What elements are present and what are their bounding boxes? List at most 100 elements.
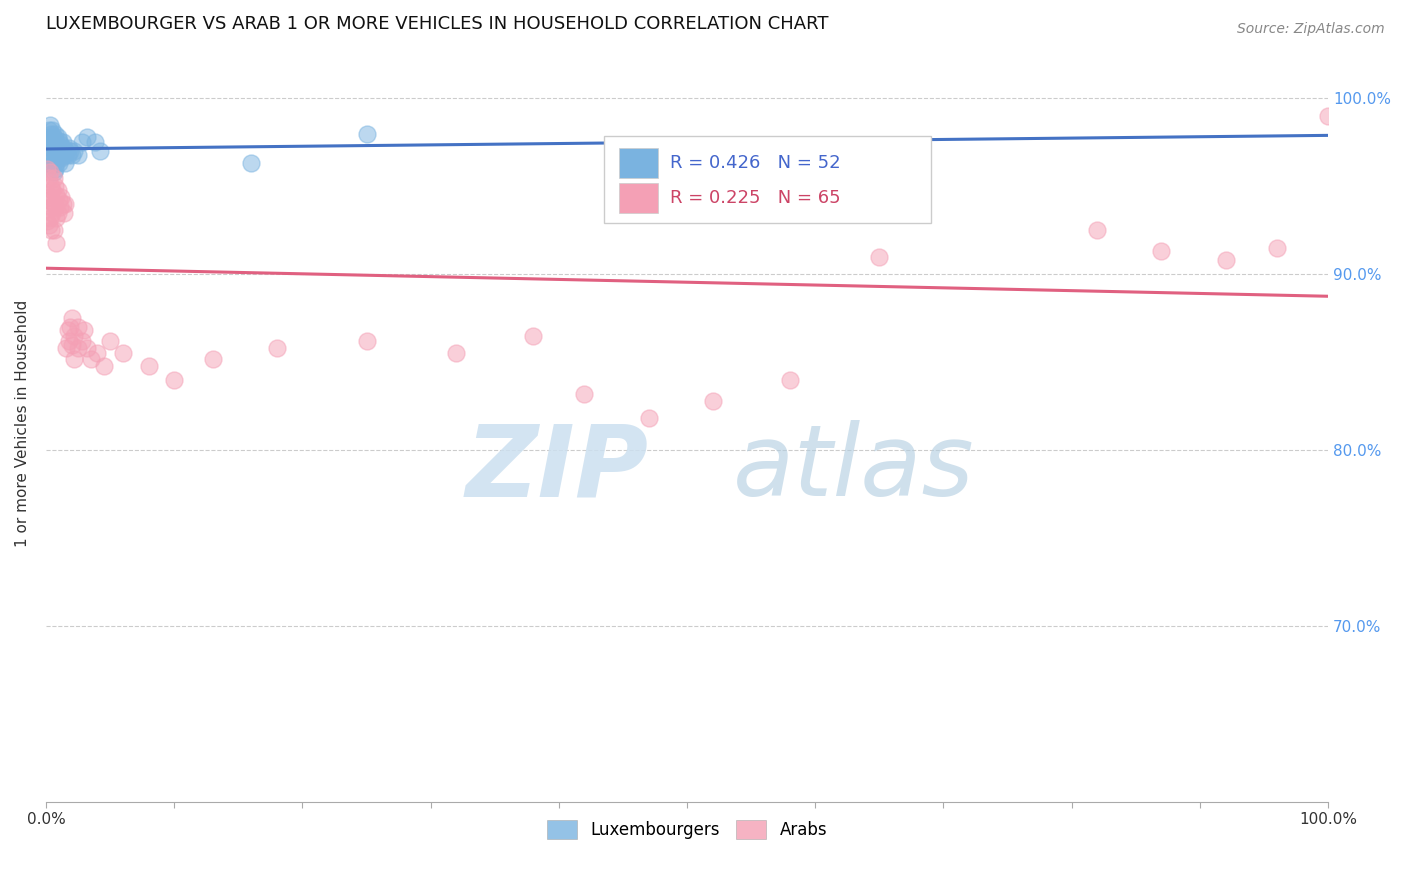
Point [45, 144, 67, 158]
Point [51, 151, 73, 165]
Point [80, 351, 103, 366]
Point [356, 334, 378, 348]
Point [138, 359, 160, 373]
Point [41, 183, 63, 197]
Point [52, 147, 75, 161]
Point [38, 123, 60, 137]
Text: Source: ZipAtlas.com: Source: ZipAtlas.com [1237, 22, 1385, 37]
Point [53, 147, 76, 161]
Point [38, 170, 60, 185]
Point [46, 183, 69, 197]
Point [44, 147, 66, 161]
Point [48, 144, 70, 158]
Point [38, 144, 60, 158]
Point [266, 341, 288, 355]
Point [48, 194, 70, 208]
Point [46, 130, 69, 145]
Point [83, 136, 105, 150]
Point [42, 165, 65, 179]
Point [70, 136, 93, 150]
Point [38, 218, 60, 232]
Point [38, 190, 60, 204]
Point [98, 334, 121, 348]
Point [42, 153, 65, 167]
Point [39, 201, 62, 215]
Point [44, 179, 66, 194]
Point [45, 156, 67, 170]
Point [38, 211, 60, 225]
Point [702, 393, 724, 408]
Point [49, 201, 72, 215]
Point [41, 123, 63, 137]
Point [37, 214, 59, 228]
Point [56, 147, 79, 161]
Point [39, 153, 62, 167]
Point [63, 144, 86, 158]
Point [44, 161, 66, 176]
Point [42, 170, 65, 185]
Point [58, 334, 80, 348]
Point [53, 197, 76, 211]
Point [66, 341, 89, 355]
Point [53, 156, 76, 170]
Point [38, 118, 60, 132]
Point [46, 141, 69, 155]
Text: R = 0.225   N = 65: R = 0.225 N = 65 [671, 189, 841, 207]
Point [55, 144, 77, 158]
Point [42, 197, 65, 211]
Point [45, 136, 67, 150]
Point [38, 165, 60, 179]
Point [522, 328, 544, 343]
Point [48, 156, 70, 170]
Text: ZIP: ZIP [465, 420, 648, 517]
Point [44, 127, 66, 141]
Point [45, 235, 67, 250]
Point [446, 346, 468, 360]
Point [93, 359, 115, 373]
Point [779, 373, 801, 387]
Point [55, 341, 77, 355]
Text: LUXEMBOURGER VS ARAB 1 OR MORE VEHICLES IN HOUSEHOLD CORRELATION CHART: LUXEMBOURGER VS ARAB 1 OR MORE VEHICLES … [46, 15, 828, 33]
Point [46, 151, 69, 165]
Point [1265, 241, 1288, 255]
Point [42, 141, 65, 155]
Point [41, 136, 63, 150]
Text: atlas: atlas [733, 420, 974, 517]
Point [51, 141, 73, 155]
FancyBboxPatch shape [619, 183, 658, 213]
Point [37, 130, 59, 145]
Point [89, 144, 111, 158]
Point [111, 346, 134, 360]
Point [48, 134, 70, 148]
Text: R = 0.426   N = 52: R = 0.426 N = 52 [671, 153, 841, 172]
Point [38, 136, 60, 150]
Point [60, 337, 83, 351]
Point [356, 127, 378, 141]
Point [58, 141, 80, 155]
Point [63, 328, 86, 343]
Point [76, 341, 98, 355]
Point [49, 147, 72, 161]
Point [1085, 223, 1108, 237]
Point [868, 250, 890, 264]
Point [52, 205, 75, 219]
Point [38, 194, 60, 208]
Point [59, 320, 82, 334]
Point [42, 130, 65, 145]
Point [41, 205, 63, 219]
Y-axis label: 1 or more Vehicles in Household: 1 or more Vehicles in Household [15, 300, 30, 548]
Legend: Luxembourgers, Arabs: Luxembourgers, Arabs [540, 814, 834, 847]
Point [46, 205, 69, 219]
Point [1150, 244, 1173, 259]
Point [201, 351, 224, 366]
Point [39, 223, 62, 237]
Point [52, 141, 75, 155]
Point [44, 137, 66, 152]
Point [52, 197, 75, 211]
Point [86, 346, 108, 360]
Point [56, 323, 79, 337]
Point [163, 373, 186, 387]
Point [73, 323, 96, 337]
Point [574, 386, 596, 401]
Point [41, 158, 63, 172]
